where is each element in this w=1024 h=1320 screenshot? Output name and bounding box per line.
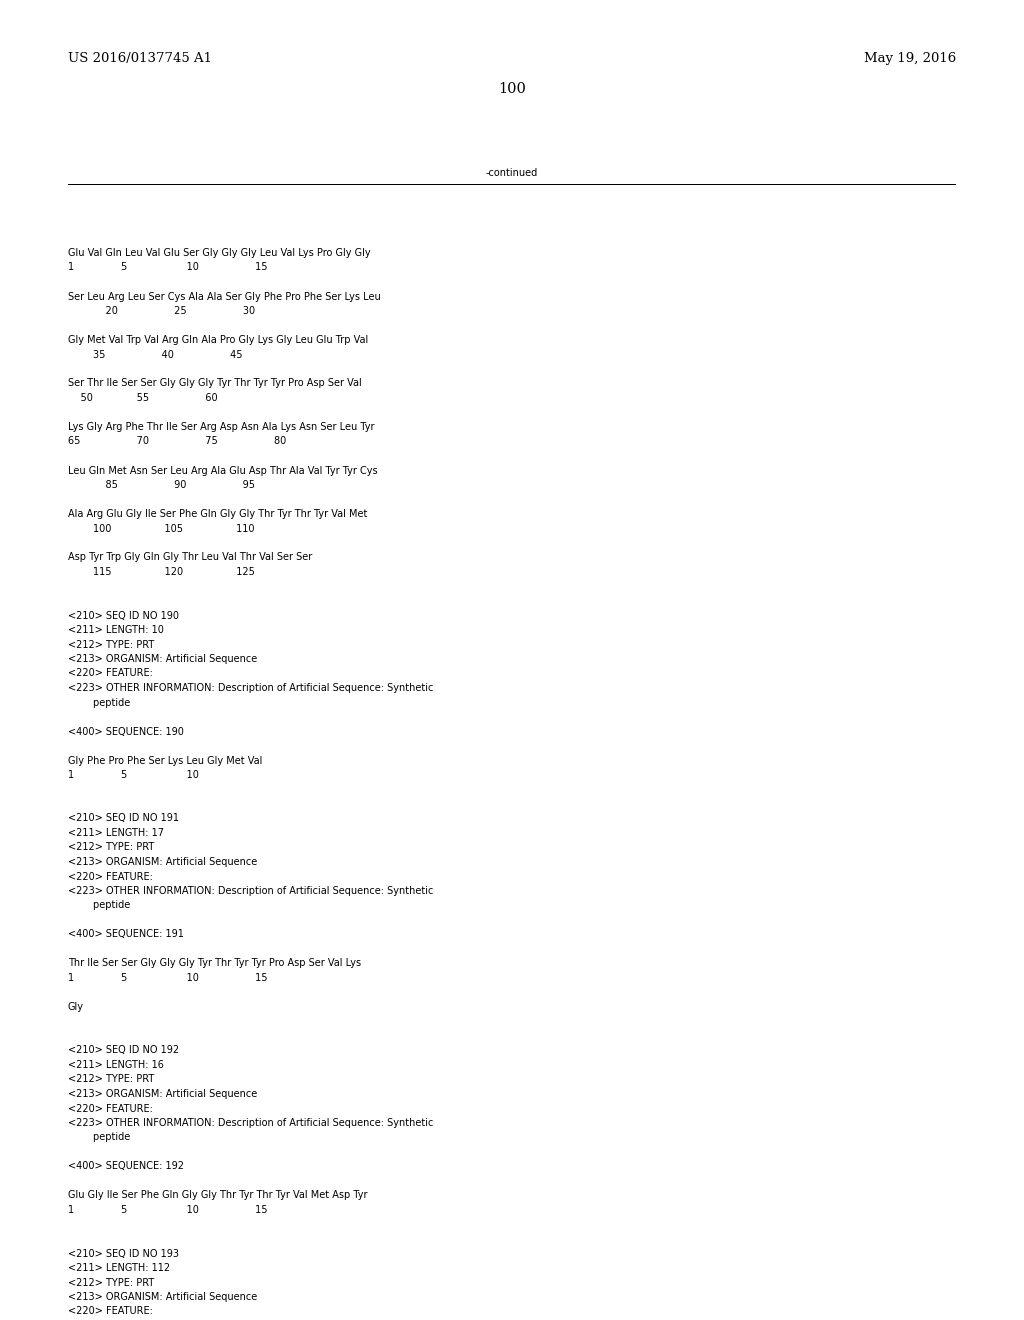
Text: <210> SEQ ID NO 192: <210> SEQ ID NO 192 bbox=[68, 1045, 179, 1056]
Text: <220> FEATURE:: <220> FEATURE: bbox=[68, 1104, 153, 1114]
Text: <213> ORGANISM: Artificial Sequence: <213> ORGANISM: Artificial Sequence bbox=[68, 857, 257, 867]
Text: 1               5                   10: 1 5 10 bbox=[68, 770, 199, 780]
Text: <211> LENGTH: 17: <211> LENGTH: 17 bbox=[68, 828, 164, 838]
Text: <211> LENGTH: 16: <211> LENGTH: 16 bbox=[68, 1060, 164, 1071]
Text: -continued: -continued bbox=[485, 168, 539, 178]
Text: Gly Met Val Trp Val Arg Gln Ala Pro Gly Lys Gly Leu Glu Trp Val: Gly Met Val Trp Val Arg Gln Ala Pro Gly … bbox=[68, 335, 369, 345]
Text: <220> FEATURE:: <220> FEATURE: bbox=[68, 1307, 153, 1316]
Text: <210> SEQ ID NO 190: <210> SEQ ID NO 190 bbox=[68, 610, 179, 620]
Text: <220> FEATURE:: <220> FEATURE: bbox=[68, 668, 153, 678]
Text: 1               5                   10                  15: 1 5 10 15 bbox=[68, 973, 267, 983]
Text: 115                 120                 125: 115 120 125 bbox=[68, 568, 255, 577]
Text: Glu Val Gln Leu Val Glu Ser Gly Gly Gly Leu Val Lys Pro Gly Gly: Glu Val Gln Leu Val Glu Ser Gly Gly Gly … bbox=[68, 248, 371, 257]
Text: <213> ORGANISM: Artificial Sequence: <213> ORGANISM: Artificial Sequence bbox=[68, 1089, 257, 1100]
Text: peptide: peptide bbox=[68, 1133, 130, 1143]
Text: 1               5                   10                  15: 1 5 10 15 bbox=[68, 263, 267, 272]
Text: 100: 100 bbox=[498, 82, 526, 96]
Text: <400> SEQUENCE: 190: <400> SEQUENCE: 190 bbox=[68, 726, 184, 737]
Text: Ala Arg Glu Gly Ile Ser Phe Gln Gly Gly Thr Tyr Thr Tyr Val Met: Ala Arg Glu Gly Ile Ser Phe Gln Gly Gly … bbox=[68, 510, 368, 519]
Text: <223> OTHER INFORMATION: Description of Artificial Sequence: Synthetic: <223> OTHER INFORMATION: Description of … bbox=[68, 1118, 433, 1129]
Text: peptide: peptide bbox=[68, 697, 130, 708]
Text: <210> SEQ ID NO 193: <210> SEQ ID NO 193 bbox=[68, 1249, 179, 1258]
Text: <211> LENGTH: 112: <211> LENGTH: 112 bbox=[68, 1263, 170, 1272]
Text: <212> TYPE: PRT: <212> TYPE: PRT bbox=[68, 1278, 155, 1287]
Text: Gly: Gly bbox=[68, 1002, 84, 1012]
Text: 20                  25                  30: 20 25 30 bbox=[68, 306, 255, 315]
Text: 85                  90                  95: 85 90 95 bbox=[68, 480, 255, 490]
Text: Leu Gln Met Asn Ser Leu Arg Ala Glu Asp Thr Ala Val Tyr Tyr Cys: Leu Gln Met Asn Ser Leu Arg Ala Glu Asp … bbox=[68, 466, 378, 475]
Text: <213> ORGANISM: Artificial Sequence: <213> ORGANISM: Artificial Sequence bbox=[68, 653, 257, 664]
Text: 35                  40                  45: 35 40 45 bbox=[68, 350, 243, 359]
Text: Thr Ile Ser Ser Gly Gly Gly Tyr Thr Tyr Tyr Pro Asp Ser Val Lys: Thr Ile Ser Ser Gly Gly Gly Tyr Thr Tyr … bbox=[68, 958, 361, 969]
Text: US 2016/0137745 A1: US 2016/0137745 A1 bbox=[68, 51, 212, 65]
Text: <213> ORGANISM: Artificial Sequence: <213> ORGANISM: Artificial Sequence bbox=[68, 1292, 257, 1302]
Text: 65                  70                  75                  80: 65 70 75 80 bbox=[68, 437, 287, 446]
Text: 1               5                   10                  15: 1 5 10 15 bbox=[68, 1205, 267, 1214]
Text: peptide: peptide bbox=[68, 900, 130, 911]
Text: Ser Leu Arg Leu Ser Cys Ala Ala Ser Gly Phe Pro Phe Ser Lys Leu: Ser Leu Arg Leu Ser Cys Ala Ala Ser Gly … bbox=[68, 292, 381, 301]
Text: 50              55                  60: 50 55 60 bbox=[68, 393, 218, 403]
Text: May 19, 2016: May 19, 2016 bbox=[864, 51, 956, 65]
Text: Lys Gly Arg Phe Thr Ile Ser Arg Asp Asn Ala Lys Asn Ser Leu Tyr: Lys Gly Arg Phe Thr Ile Ser Arg Asp Asn … bbox=[68, 422, 375, 432]
Text: Ser Thr Ile Ser Ser Gly Gly Gly Tyr Thr Tyr Tyr Pro Asp Ser Val: Ser Thr Ile Ser Ser Gly Gly Gly Tyr Thr … bbox=[68, 379, 361, 388]
Text: <212> TYPE: PRT: <212> TYPE: PRT bbox=[68, 639, 155, 649]
Text: 100                 105                 110: 100 105 110 bbox=[68, 524, 255, 533]
Text: <400> SEQUENCE: 192: <400> SEQUENCE: 192 bbox=[68, 1162, 184, 1172]
Text: <220> FEATURE:: <220> FEATURE: bbox=[68, 871, 153, 882]
Text: <223> OTHER INFORMATION: Description of Artificial Sequence: Synthetic: <223> OTHER INFORMATION: Description of … bbox=[68, 886, 433, 896]
Text: Glu Gly Ile Ser Phe Gln Gly Gly Thr Tyr Thr Tyr Val Met Asp Tyr: Glu Gly Ile Ser Phe Gln Gly Gly Thr Tyr … bbox=[68, 1191, 368, 1200]
Text: <210> SEQ ID NO 191: <210> SEQ ID NO 191 bbox=[68, 813, 179, 824]
Text: <212> TYPE: PRT: <212> TYPE: PRT bbox=[68, 842, 155, 853]
Text: <212> TYPE: PRT: <212> TYPE: PRT bbox=[68, 1074, 155, 1085]
Text: <223> OTHER INFORMATION: Description of Artificial Sequence: Synthetic: <223> OTHER INFORMATION: Description of … bbox=[68, 682, 433, 693]
Text: Gly Phe Pro Phe Ser Lys Leu Gly Met Val: Gly Phe Pro Phe Ser Lys Leu Gly Met Val bbox=[68, 755, 262, 766]
Text: <400> SEQUENCE: 191: <400> SEQUENCE: 191 bbox=[68, 929, 184, 940]
Text: <211> LENGTH: 10: <211> LENGTH: 10 bbox=[68, 624, 164, 635]
Text: Asp Tyr Trp Gly Gln Gly Thr Leu Val Thr Val Ser Ser: Asp Tyr Trp Gly Gln Gly Thr Leu Val Thr … bbox=[68, 553, 312, 562]
